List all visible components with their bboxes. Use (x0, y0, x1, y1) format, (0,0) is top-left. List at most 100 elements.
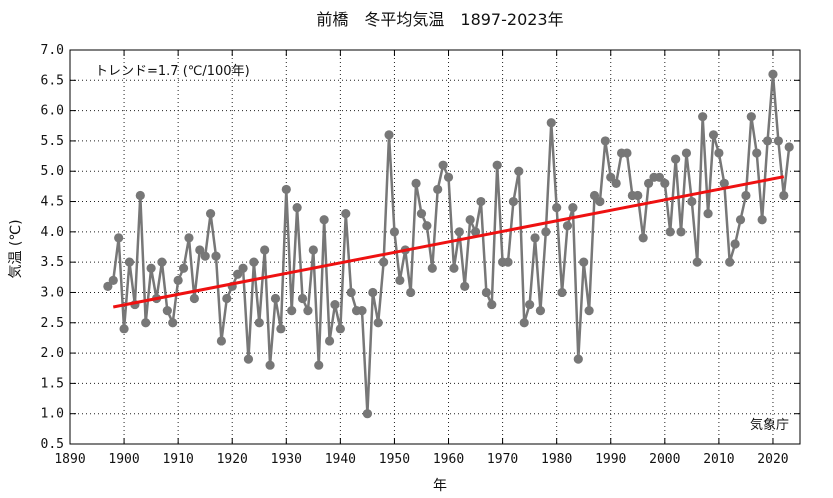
data-point (146, 263, 156, 273)
y-tick-label: 4.5 (41, 195, 64, 210)
data-point (168, 318, 178, 328)
data-point (314, 360, 324, 370)
data-point (222, 293, 232, 304)
axis-ticks: 0.5 1.0 1.5 2.0 2.5 3.0 3.5 4.0 4.5 5.0 5.5 6.0 6.5 7… (41, 43, 800, 467)
data-point (308, 245, 318, 255)
data-point (568, 203, 578, 213)
data-point (600, 136, 610, 146)
x-tick-label: 2000 (649, 452, 680, 467)
y-tick-label: 3.0 (41, 285, 64, 300)
data-point (730, 239, 740, 249)
y-tick-label: 6.0 (41, 104, 64, 119)
trend-line (112, 175, 785, 309)
data-point (173, 275, 183, 285)
data-point (389, 227, 400, 237)
x-tick-label: 1960 (433, 452, 464, 467)
data-point (119, 324, 129, 334)
data-point (622, 148, 632, 158)
x-tick-label: 1890 (54, 452, 85, 467)
data-point (330, 299, 340, 310)
data-point (546, 118, 556, 128)
data-point (443, 172, 454, 182)
data-point (103, 281, 113, 291)
data-point (692, 257, 702, 267)
data-point (708, 130, 719, 140)
source-label: 気象庁 (750, 417, 789, 433)
data-point (422, 221, 432, 231)
data-point (205, 209, 216, 219)
data-point (557, 287, 567, 298)
data-point (562, 221, 573, 231)
data-point (535, 306, 546, 316)
data-point (654, 172, 665, 182)
data-point (784, 142, 794, 152)
data-point (703, 209, 713, 219)
data-point (762, 136, 773, 146)
data-point (481, 287, 491, 298)
data-point (752, 148, 762, 158)
y-tick-label: 5.5 (41, 134, 64, 149)
plot-frame (69, 49, 801, 445)
data-point (470, 227, 481, 237)
data-point (508, 196, 519, 207)
data-point (411, 178, 421, 188)
x-tick-label: 1920 (217, 452, 248, 467)
data-point (254, 318, 264, 328)
data-point (211, 251, 221, 261)
data-point (741, 190, 751, 201)
x-tick-label: 1910 (162, 452, 193, 467)
data-point (384, 130, 394, 140)
data-point (552, 203, 562, 213)
data-point (633, 190, 643, 201)
chart-title: 前橋 冬平均気温 1897-2023年 (316, 10, 563, 29)
y-tick-label: 1.5 (41, 376, 64, 391)
data-point (606, 172, 616, 182)
data-point (233, 269, 243, 279)
data-point (676, 227, 686, 237)
data-point (719, 178, 729, 188)
data-point (162, 306, 172, 316)
data-point (108, 275, 118, 285)
data-point (735, 215, 746, 225)
data-point (573, 354, 583, 364)
y-tick-label: 1.0 (41, 407, 64, 422)
data-point (525, 299, 535, 310)
data-point (492, 160, 502, 170)
data-point (406, 287, 416, 298)
y-tick-label: 4.0 (41, 225, 64, 240)
x-tick-label: 1950 (379, 452, 410, 467)
data-point (638, 233, 648, 243)
data-point (454, 227, 464, 237)
data-point (660, 178, 670, 188)
data-point (287, 306, 297, 316)
x-tick-label: 1940 (325, 452, 356, 467)
data-point (157, 257, 167, 267)
data-point (519, 318, 529, 328)
data-point (427, 263, 437, 273)
data-point (541, 227, 551, 237)
data-point (270, 293, 281, 304)
trend-annotation: トレンド=1.7 (℃/100年) (95, 64, 250, 79)
data-point (249, 257, 259, 267)
x-tick-label: 1930 (271, 452, 302, 467)
data-point (643, 178, 654, 188)
data-point (335, 324, 345, 334)
data-point (714, 148, 724, 158)
data-point (438, 160, 448, 170)
x-tick-label: 1980 (541, 452, 572, 467)
data-point (530, 233, 540, 243)
data-point (725, 257, 735, 267)
data-point (238, 263, 248, 273)
x-axis-label: 年 (433, 478, 447, 494)
data-point (779, 190, 789, 201)
data-point (195, 245, 205, 255)
data-point (281, 184, 291, 195)
data-point (757, 215, 767, 225)
y-tick-label: 7.0 (41, 43, 64, 58)
data-point (362, 409, 373, 419)
data-point (319, 215, 329, 225)
trend (112, 175, 785, 309)
data-point (768, 69, 778, 79)
data-point (141, 318, 151, 328)
